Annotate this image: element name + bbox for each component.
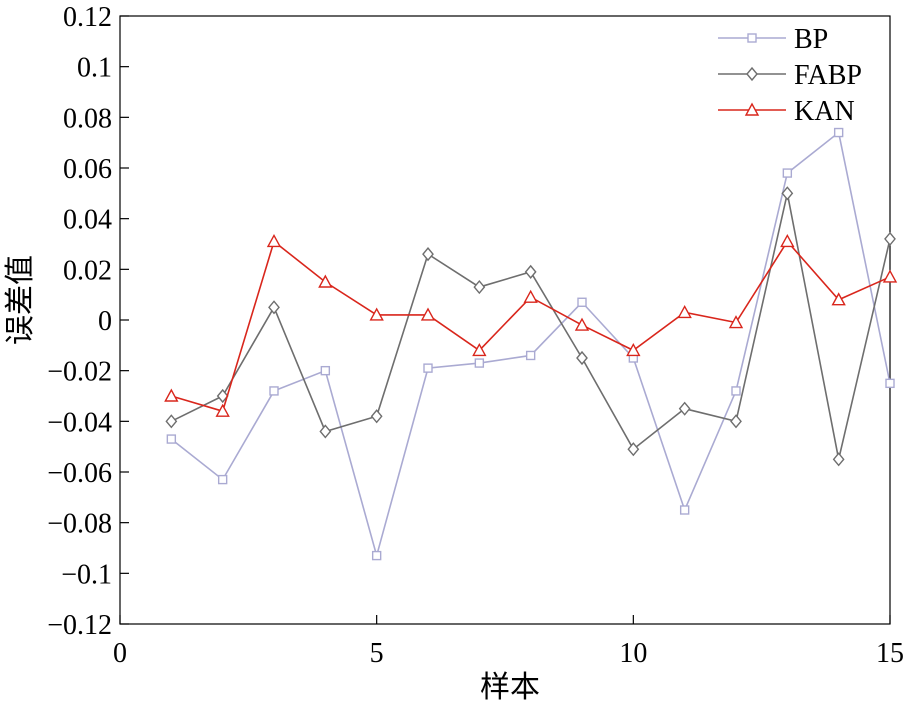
- data-point-bp: [885, 378, 895, 389]
- data-point-kan: [882, 269, 898, 283]
- data-point-fabp: [524, 264, 537, 279]
- y-axis: −0.12 −0.1 −0.08 −0.06 −0.04 −0.02 0 0.02 0.04 0.…: [47, 2, 129, 641]
- data-point-kan: [266, 234, 282, 248]
- data-point-fabp: [884, 231, 896, 247]
- y-tick-label: 0.1: [77, 53, 112, 84]
- legend-marker-fabp: [746, 66, 758, 82]
- x-tick-label: 15: [876, 638, 904, 669]
- series-bp: [166, 127, 895, 561]
- data-point-bp: [371, 550, 382, 561]
- legend-label-kan: KAN: [794, 96, 855, 127]
- data-point-fabp: [165, 414, 178, 429]
- data-point-kan: [318, 274, 333, 288]
- legend: BP FABP KAN: [718, 24, 862, 127]
- data-point-bp: [833, 127, 844, 138]
- y-tick-label: 0.04: [63, 205, 112, 236]
- data-point-bp: [166, 434, 177, 444]
- data-point-kan: [831, 292, 846, 306]
- data-point-bp: [782, 168, 793, 178]
- data-point-fabp: [422, 247, 434, 262]
- series-line-bp: [170, 131, 891, 559]
- legend-item-fabp: FABP: [718, 60, 862, 91]
- y-tick-label: −0.02: [47, 357, 112, 388]
- y-tick-label: 0.02: [63, 255, 112, 286]
- series-layer: [164, 127, 898, 561]
- x-axis: 0 5 10 15: [113, 615, 904, 669]
- data-point-kan: [728, 315, 744, 329]
- data-point-bp: [577, 297, 587, 307]
- x-tick-label: 5: [370, 638, 384, 669]
- y-tick-label: −0.12: [47, 610, 112, 641]
- data-point-bp: [474, 358, 485, 368]
- y-axis-label: 误差值: [4, 255, 37, 345]
- y-tick-label: −0.06: [47, 458, 112, 489]
- data-point-fabp: [576, 350, 588, 366]
- legend-item-kan: KAN: [718, 96, 855, 127]
- y-tick-label: 0: [98, 306, 112, 337]
- data-point-kan: [164, 388, 179, 402]
- x-tick-label: 10: [619, 638, 647, 669]
- data-point-kan: [420, 307, 436, 321]
- data-point-kan: [523, 289, 538, 303]
- data-point-bp: [679, 505, 690, 515]
- data-point-kan: [574, 317, 590, 331]
- plot-area: [119, 15, 891, 625]
- data-point-kan: [472, 342, 487, 357]
- legend-label-bp: BP: [794, 24, 828, 55]
- data-point-kan: [369, 307, 384, 321]
- series-kan: [164, 234, 898, 417]
- data-point-fabp: [627, 442, 640, 457]
- data-point-kan: [215, 403, 230, 417]
- data-point-fabp: [473, 279, 486, 295]
- y-tick-label: −0.1: [61, 559, 112, 590]
- data-point-fabp: [319, 424, 332, 439]
- data-point-bp: [423, 363, 433, 373]
- data-point-kan: [626, 342, 641, 357]
- y-tick-label: 0.06: [63, 154, 112, 185]
- data-point-fabp: [730, 414, 742, 429]
- data-point-fabp: [781, 186, 794, 201]
- plot-frame: [119, 15, 891, 625]
- data-point-bp: [731, 386, 741, 396]
- x-axis-label: 样本: [480, 671, 540, 704]
- data-point-bp: [269, 386, 279, 396]
- legend-marker-kan: [744, 102, 760, 116]
- data-point-bp: [320, 365, 331, 376]
- y-tick-label: −0.08: [47, 509, 112, 540]
- data-point-bp: [525, 350, 536, 361]
- y-tick-label: −0.04: [47, 407, 112, 438]
- data-point-kan: [677, 304, 692, 319]
- data-point-fabp: [832, 452, 845, 467]
- legend-item-bp: BP: [718, 24, 828, 55]
- x-tick-label: 0: [113, 638, 127, 669]
- series-fabp: [165, 186, 896, 467]
- data-point-fabp: [370, 409, 383, 424]
- data-point-fabp: [216, 388, 229, 404]
- legend-marker-bp: [747, 33, 757, 43]
- y-tick-label: 0.12: [63, 2, 112, 33]
- data-point-bp: [217, 474, 228, 485]
- legend-label-fabp: FABP: [794, 60, 862, 91]
- data-point-fabp: [268, 300, 280, 315]
- data-point-fabp: [678, 401, 691, 416]
- y-tick-label: 0.08: [63, 103, 112, 134]
- series-line-fabp: [170, 193, 891, 460]
- data-point-kan: [780, 234, 795, 248]
